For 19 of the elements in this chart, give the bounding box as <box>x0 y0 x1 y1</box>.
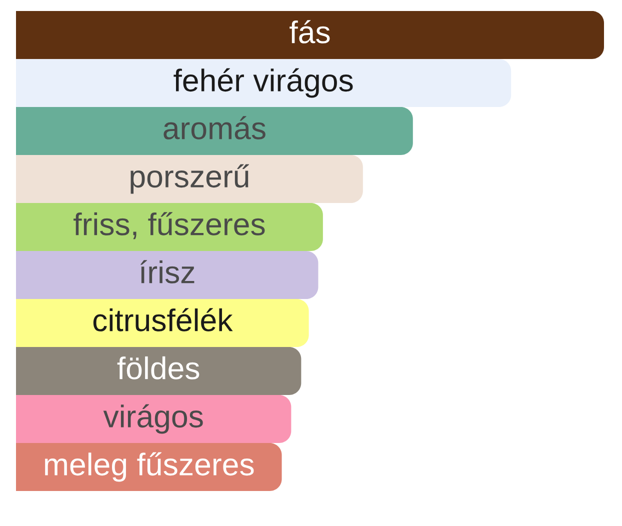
y-tick-label: porszerű <box>130 164 249 194</box>
y-tick-label: friss, fűszeres <box>74 212 265 240</box>
bar <box>16 203 323 251</box>
y-tick-label: aromás <box>164 116 266 140</box>
bar <box>16 347 302 395</box>
bar <box>16 155 363 203</box>
y-tick-label: virágos <box>103 404 203 434</box>
y-tick-label: fehér virágos <box>174 68 353 98</box>
y-tick-label: fás <box>290 20 330 44</box>
bar <box>16 59 512 107</box>
bar <box>16 299 309 347</box>
bar <box>16 395 292 443</box>
y-tick-label: meleg fűszeres <box>45 452 254 482</box>
y-tick-label: írisz <box>140 260 194 284</box>
bar <box>16 107 413 155</box>
y-tick-label: földes <box>117 356 200 380</box>
bar <box>16 251 318 299</box>
bar <box>16 11 604 59</box>
y-tick-label: citrusfélék <box>93 308 233 332</box>
